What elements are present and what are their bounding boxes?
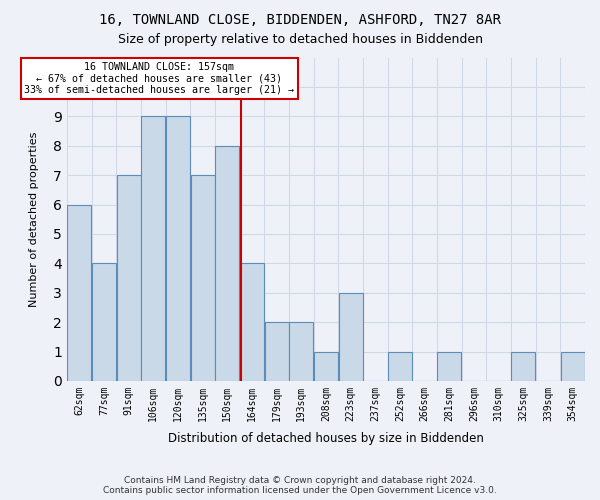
Bar <box>92 264 116 381</box>
Bar <box>67 204 91 381</box>
Bar <box>142 116 165 381</box>
Bar <box>265 322 289 381</box>
X-axis label: Distribution of detached houses by size in Biddenden: Distribution of detached houses by size … <box>168 432 484 445</box>
Bar <box>388 352 412 381</box>
Y-axis label: Number of detached properties: Number of detached properties <box>29 132 39 307</box>
Text: 16 TOWNLAND CLOSE: 157sqm
← 67% of detached houses are smaller (43)
33% of semi-: 16 TOWNLAND CLOSE: 157sqm ← 67% of detac… <box>25 62 295 95</box>
Bar <box>437 352 461 381</box>
Text: Size of property relative to detached houses in Biddenden: Size of property relative to detached ho… <box>118 32 482 46</box>
Bar <box>191 175 215 381</box>
Text: Contains HM Land Registry data © Crown copyright and database right 2024.
Contai: Contains HM Land Registry data © Crown c… <box>103 476 497 495</box>
Bar <box>116 175 140 381</box>
Bar <box>240 264 264 381</box>
Bar <box>215 146 239 381</box>
Bar <box>314 352 338 381</box>
Bar <box>561 352 584 381</box>
Bar <box>289 322 313 381</box>
Text: 16, TOWNLAND CLOSE, BIDDENDEN, ASHFORD, TN27 8AR: 16, TOWNLAND CLOSE, BIDDENDEN, ASHFORD, … <box>99 12 501 26</box>
Bar <box>338 292 362 381</box>
Bar <box>511 352 535 381</box>
Bar <box>166 116 190 381</box>
